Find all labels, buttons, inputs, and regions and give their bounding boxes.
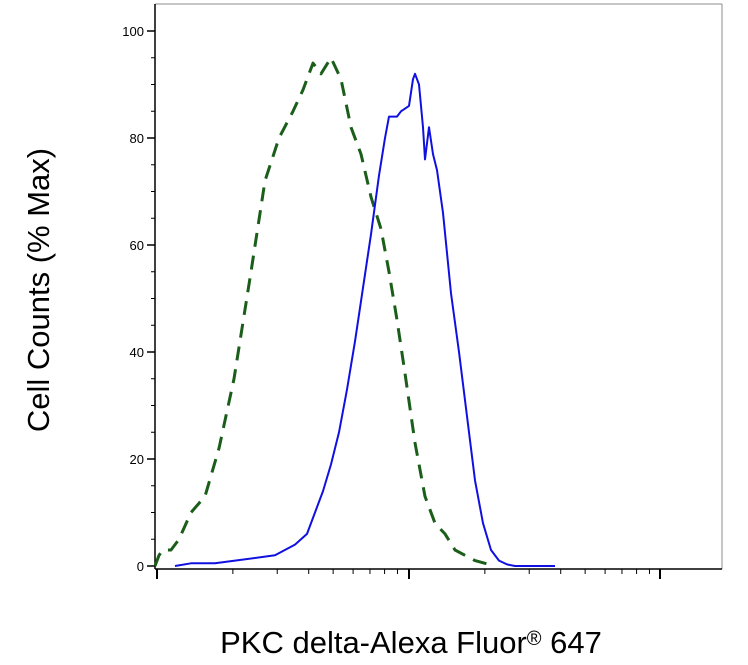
y-tick-label: 100: [122, 24, 144, 39]
y-ticks: 0 20 40 60 80 100: [122, 24, 155, 574]
x-axis-title-suffix: 647: [542, 625, 602, 660]
series-layer: [153, 56, 555, 568]
x-axis-title-mark: ®: [527, 628, 542, 650]
x-ticks: [156, 569, 661, 579]
y-axis-title: Cell Counts (% Max): [21, 148, 56, 432]
y-tick-label: 60: [130, 238, 144, 253]
y-tick-label: 40: [130, 345, 144, 360]
y-tick-label: 20: [130, 452, 144, 467]
y-tick-label: 0: [137, 559, 144, 574]
y-tick-label: 80: [130, 131, 144, 146]
series-line-solid: [174, 72, 555, 567]
x-axis-title-main: PKC delta-Alexa Fluor: [220, 625, 527, 660]
x-axis-title: PKC delta-Alexa Fluor® 647: [220, 625, 602, 660]
series-line-dashed: [153, 56, 496, 568]
